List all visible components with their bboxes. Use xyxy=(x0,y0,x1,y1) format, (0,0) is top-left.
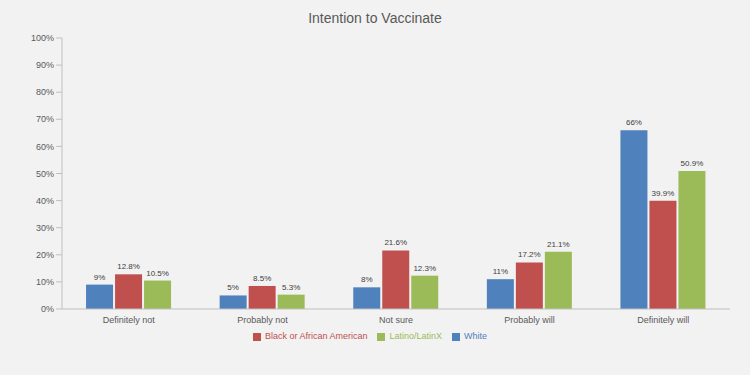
svg-text:10.5%: 10.5% xyxy=(146,269,169,278)
svg-text:17.2%: 17.2% xyxy=(518,250,541,259)
svg-text:66%: 66% xyxy=(626,118,642,127)
svg-text:Definitely will: Definitely will xyxy=(637,315,689,325)
svg-text:80%: 80% xyxy=(36,87,54,97)
svg-text:8%: 8% xyxy=(361,275,373,284)
svg-text:0%: 0% xyxy=(41,304,54,314)
html-text:White: White xyxy=(464,331,487,341)
html-text:Intention to Vaccinate: Intention to Vaccinate xyxy=(308,10,442,26)
svg-text:40%: 40% xyxy=(36,196,54,206)
svg-text:21.6%: 21.6% xyxy=(384,238,407,247)
svg-text:12.8%: 12.8% xyxy=(117,262,140,271)
svg-text:90%: 90% xyxy=(36,60,54,70)
svg-text:Definitely not: Definitely not xyxy=(103,315,156,325)
svg-text:12.3%: 12.3% xyxy=(413,264,436,273)
svg-text:Not sure: Not sure xyxy=(379,315,413,325)
svg-text:11%: 11% xyxy=(493,267,508,276)
svg-text:Probably will: Probably will xyxy=(504,315,555,325)
html-text:Black or African American: Black or African American xyxy=(264,331,368,341)
svg-text:70%: 70% xyxy=(36,114,54,124)
svg-text:21.1%: 21.1% xyxy=(547,240,570,249)
svg-text:10%: 10% xyxy=(36,277,54,287)
svg-text:39.9%: 39.9% xyxy=(652,189,675,198)
svg-text:20%: 20% xyxy=(36,250,54,260)
svg-text:8.5%: 8.5% xyxy=(253,274,271,283)
svg-text:100%: 100% xyxy=(31,33,54,43)
html-text:Latino/LatinX: Latino/LatinX xyxy=(389,331,442,341)
svg-text:60%: 60% xyxy=(36,142,54,152)
svg-text:5%: 5% xyxy=(227,283,239,292)
svg-text:50.9%: 50.9% xyxy=(681,159,704,168)
svg-text:5.3%: 5.3% xyxy=(282,283,300,292)
svg-text:50%: 50% xyxy=(36,169,54,179)
svg-text:9%: 9% xyxy=(94,273,106,282)
svg-text:30%: 30% xyxy=(36,223,54,233)
svg-text:Probably not: Probably not xyxy=(237,315,288,325)
